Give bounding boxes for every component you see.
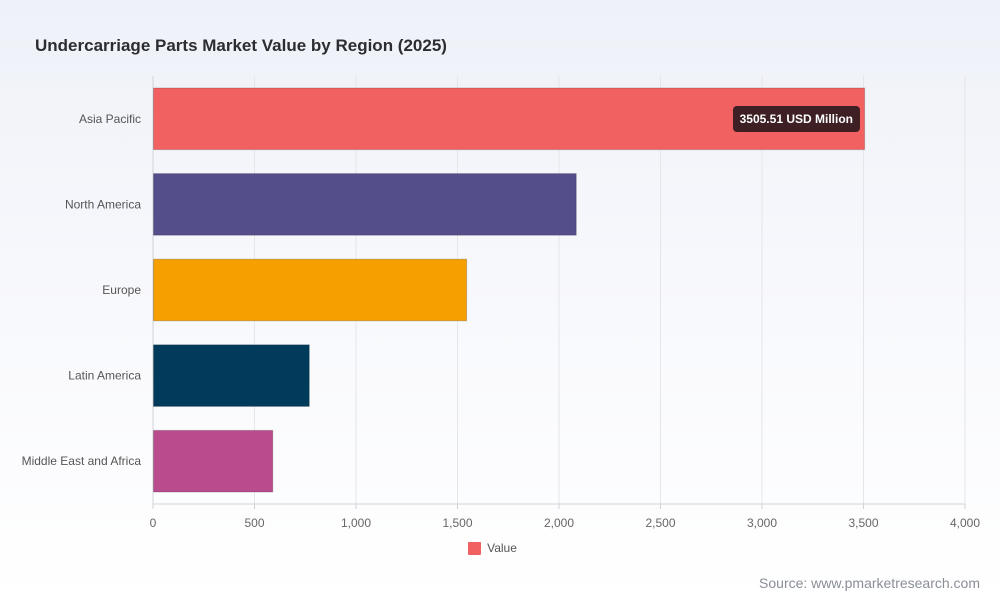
bar[interactable] [153, 258, 468, 322]
chart-legend[interactable]: Value [0, 541, 985, 555]
bar[interactable] [153, 429, 274, 493]
category-label: Asia Pacific [79, 112, 141, 126]
value-tooltip: 3505.51 USD Million [732, 105, 860, 132]
x-tick-label: 2,000 [544, 516, 574, 530]
category-label: North America [65, 197, 141, 211]
x-tick-label: 0 [150, 516, 157, 530]
x-tick-label: 3,000 [747, 516, 777, 530]
source-note: Source: www.pmarketresearch.com [759, 575, 980, 591]
category-label: Middle East and Africa [22, 454, 142, 468]
x-tick-label: 1,500 [442, 516, 472, 530]
x-tick-label: 2,500 [645, 516, 675, 530]
category-label: Europe [102, 283, 141, 297]
legend-swatch [468, 541, 482, 555]
x-tick-label: 3,500 [848, 516, 878, 530]
x-tick-label: 500 [244, 516, 264, 530]
category-label: Latin America [68, 369, 141, 383]
bar[interactable] [153, 173, 577, 236]
x-tick-label: 4,000 [950, 516, 980, 530]
x-tick-label: 1,000 [341, 516, 371, 530]
legend-label: Value [487, 541, 517, 555]
bar[interactable] [153, 344, 310, 407]
chart-title: Undercarriage Parts Market Value by Regi… [35, 36, 447, 55]
